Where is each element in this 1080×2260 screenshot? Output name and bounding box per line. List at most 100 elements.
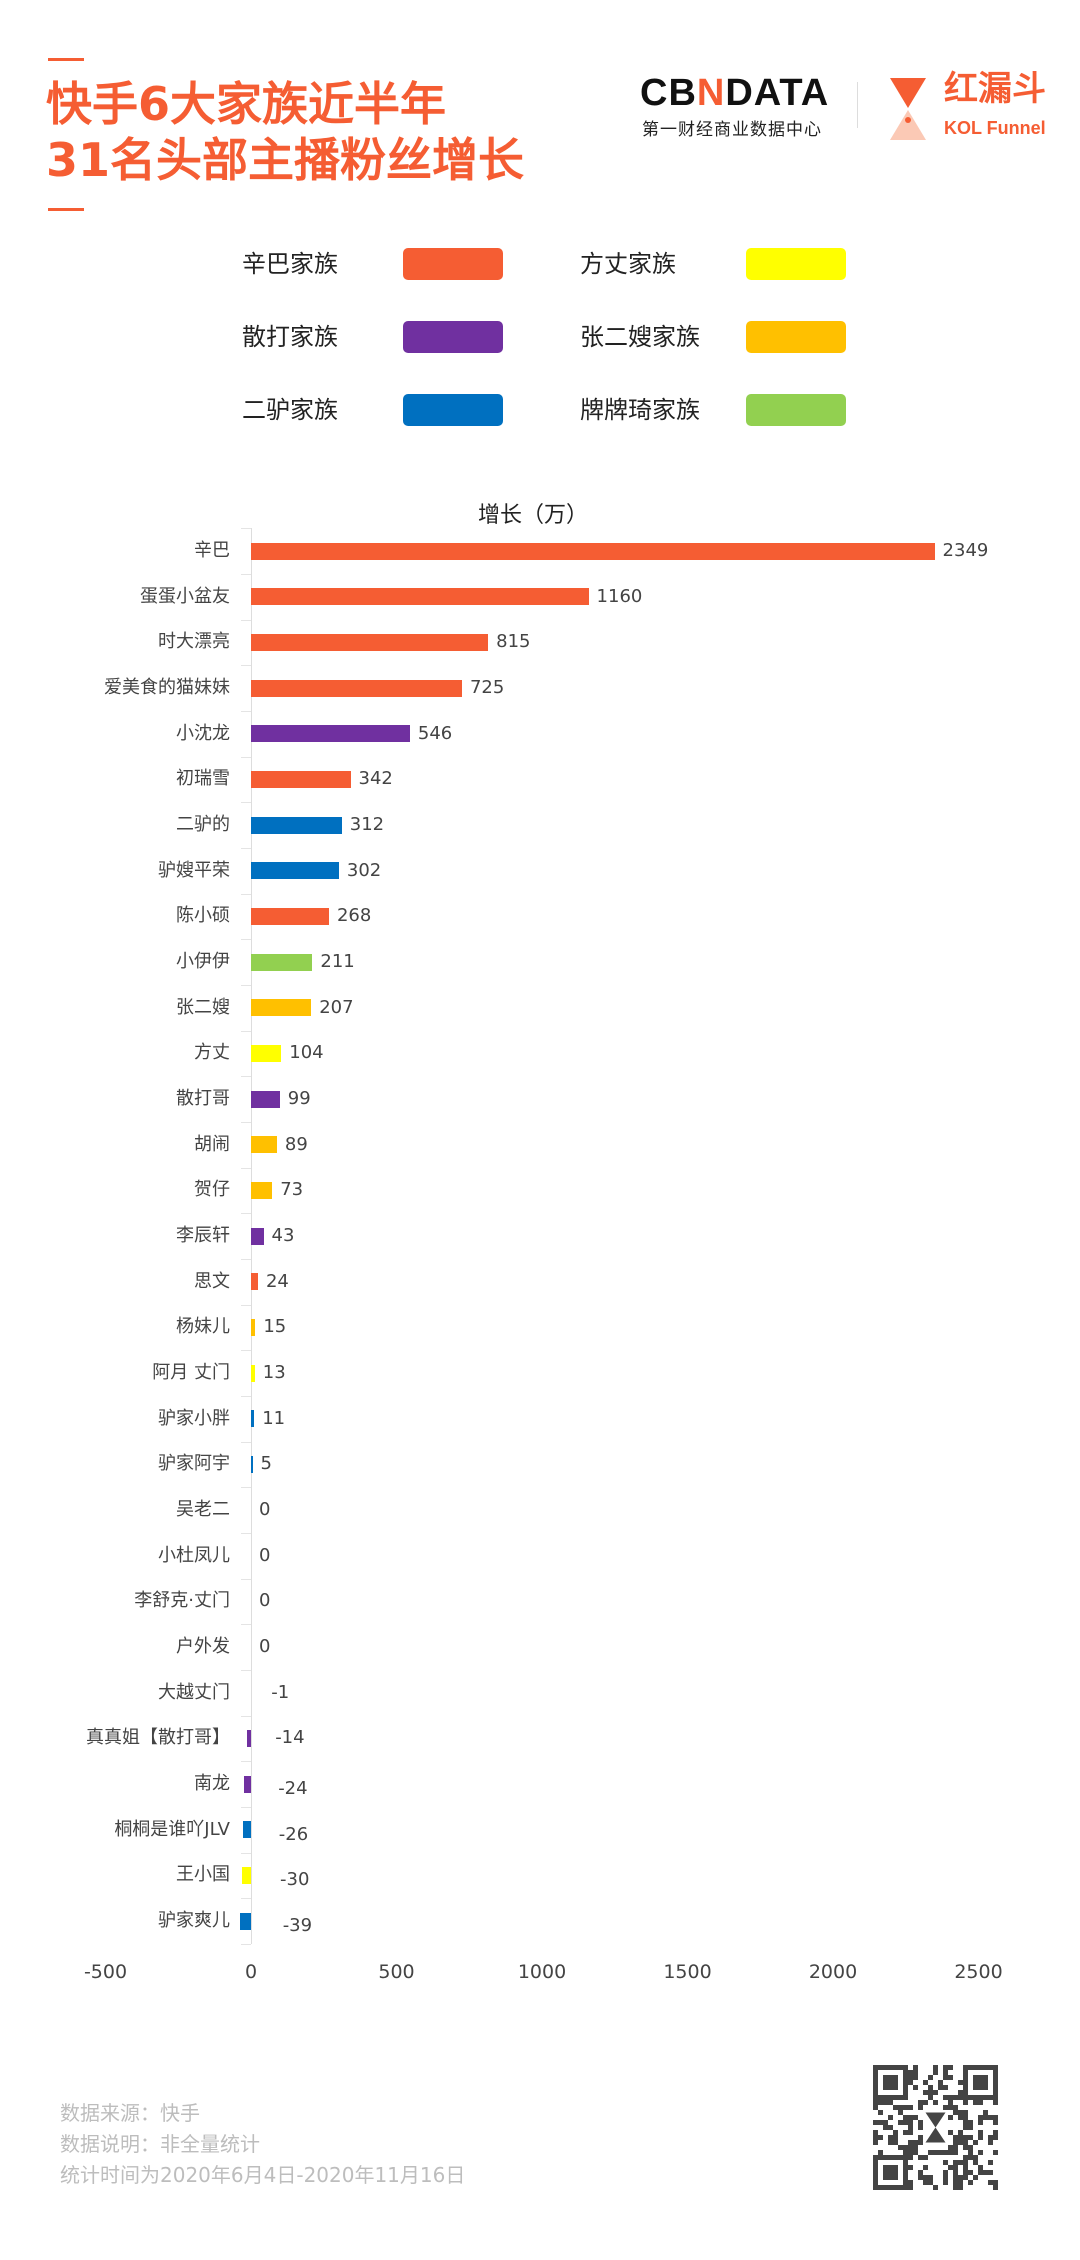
category-label: 吴老二 bbox=[176, 1499, 230, 1521]
kol-funnel-text: KOL Funnel bbox=[944, 118, 1046, 138]
category-label: 驴家爽儿 bbox=[158, 1910, 230, 1932]
data-label: 0 bbox=[259, 1636, 271, 1658]
data-label: 24 bbox=[265, 1270, 289, 1292]
category-label: 杨妹儿 bbox=[176, 1316, 230, 1338]
y-tick-mark bbox=[241, 1806, 251, 1808]
x-tick-label: 0 bbox=[244, 1961, 258, 1983]
y-tick-mark bbox=[241, 1578, 251, 1580]
y-tick-mark bbox=[241, 1441, 251, 1443]
funnel-logo-icon bbox=[890, 78, 926, 140]
data-label: 268 bbox=[336, 905, 372, 927]
data-label: 2349 bbox=[942, 540, 989, 561]
bar bbox=[251, 1090, 280, 1108]
data-label: -39 bbox=[282, 1915, 313, 1937]
data-label: 73 bbox=[280, 1179, 304, 1201]
y-tick-mark bbox=[241, 1030, 251, 1032]
y-tick-mark bbox=[241, 710, 251, 712]
bar bbox=[243, 1821, 251, 1839]
title-line-1: 快手6大家族近半年 bbox=[46, 77, 447, 131]
category-label: 王小国 bbox=[176, 1864, 230, 1886]
data-label: 5 bbox=[260, 1453, 272, 1475]
category-label: 散打哥 bbox=[176, 1088, 230, 1110]
data-label: 0 bbox=[259, 1544, 271, 1566]
data-label: 0 bbox=[259, 1499, 271, 1521]
y-tick-mark bbox=[241, 1532, 251, 1534]
y-tick-mark bbox=[241, 1624, 251, 1626]
x-tick-label: 1000 bbox=[517, 1961, 567, 1983]
legend-swatch bbox=[746, 248, 846, 280]
data-label: -1 bbox=[271, 1681, 290, 1703]
data-label: 546 bbox=[417, 722, 453, 744]
legend-label: 二驴家族 bbox=[242, 396, 338, 424]
category-label: 小伊伊 bbox=[176, 951, 230, 973]
y-tick-mark bbox=[241, 984, 251, 986]
category-label: 真真姐【散打哥】 bbox=[86, 1727, 230, 1749]
legend-swatch bbox=[403, 321, 503, 353]
category-label: 驴家阿宇 bbox=[158, 1453, 230, 1475]
y-tick-mark bbox=[241, 1213, 251, 1215]
bar bbox=[251, 725, 410, 743]
bar bbox=[251, 1181, 273, 1199]
footer-source: 数据来源：快手 bbox=[60, 2101, 200, 2125]
title-line-2: 31名头部主播粉丝增长 bbox=[46, 133, 525, 187]
x-tick-label: 2000 bbox=[808, 1961, 858, 1983]
category-label: 小杜凤儿 bbox=[158, 1544, 230, 1566]
y-tick-mark bbox=[241, 1304, 251, 1306]
data-label: 0 bbox=[259, 1590, 271, 1612]
x-tick-label: -500 bbox=[83, 1961, 128, 1983]
y-tick-mark bbox=[241, 1669, 251, 1671]
page-title: 快手6大家族近半年 31名头部主播粉丝增长 bbox=[46, 76, 524, 188]
legend-swatch bbox=[403, 394, 503, 426]
cbndata-logo: CBNDATA bbox=[640, 72, 830, 114]
category-label: 南龙 bbox=[194, 1773, 230, 1795]
footer-period: 统计时间为2020年6月4日-2020年11月16日 bbox=[60, 2163, 466, 2187]
y-tick-mark bbox=[241, 1167, 251, 1169]
footer-notes: 数据来源：快手 数据说明：非全量统计 统计时间为2020年6月4日-2020年1… bbox=[60, 2098, 465, 2191]
legend-swatch bbox=[746, 321, 846, 353]
category-label: 蛋蛋小盆友 bbox=[140, 585, 230, 607]
y-tick-mark bbox=[241, 1898, 251, 1900]
y-tick-mark bbox=[241, 1395, 251, 1397]
x-tick-label: 500 bbox=[378, 1961, 415, 1983]
category-label: 方丈 bbox=[194, 1042, 230, 1064]
category-label: 户外发 bbox=[176, 1636, 230, 1658]
category-label: 驴家小胖 bbox=[158, 1407, 230, 1429]
category-label: 辛巴 bbox=[194, 540, 230, 561]
y-tick-mark bbox=[241, 756, 251, 758]
bar bbox=[251, 1136, 277, 1154]
data-label: 815 bbox=[496, 631, 531, 653]
y-tick-mark bbox=[241, 528, 251, 530]
bar bbox=[251, 953, 313, 971]
data-label: -24 bbox=[278, 1778, 308, 1800]
chart-title: 增长（万） bbox=[478, 503, 589, 528]
hld-logo-text: 红漏斗 bbox=[944, 69, 1046, 109]
category-label: 陈小硕 bbox=[176, 905, 230, 927]
category-label: 阿月 丈门 bbox=[152, 1362, 230, 1384]
y-tick-mark bbox=[241, 847, 251, 849]
bar bbox=[251, 542, 935, 560]
bar bbox=[251, 1227, 264, 1245]
bar bbox=[251, 633, 489, 651]
category-label: 小沈龙 bbox=[176, 722, 230, 744]
y-tick-mark bbox=[241, 1121, 251, 1123]
data-label: 11 bbox=[262, 1407, 286, 1429]
category-label: 胡闹 bbox=[194, 1133, 230, 1155]
legend-label: 张二嫂家族 bbox=[580, 323, 700, 351]
category-label: 贺仔 bbox=[194, 1179, 230, 1201]
x-tick-label: 1500 bbox=[663, 1961, 712, 1983]
legend-label: 散打家族 bbox=[242, 323, 338, 351]
data-label: -14 bbox=[275, 1727, 305, 1749]
legend-label: 牌牌琦家族 bbox=[580, 396, 700, 424]
bar bbox=[251, 907, 329, 925]
data-label: 15 bbox=[263, 1316, 287, 1338]
bar bbox=[239, 1912, 251, 1930]
data-label: 89 bbox=[284, 1133, 308, 1155]
logo-divider bbox=[857, 82, 858, 128]
category-label: 二驴的 bbox=[176, 814, 230, 836]
bar bbox=[246, 1729, 251, 1747]
category-label: 驴嫂平荣 bbox=[158, 859, 230, 881]
y-tick-mark bbox=[241, 893, 251, 895]
data-label: 725 bbox=[469, 677, 505, 698]
data-label: 99 bbox=[287, 1088, 311, 1110]
title-dash-top bbox=[48, 58, 84, 61]
